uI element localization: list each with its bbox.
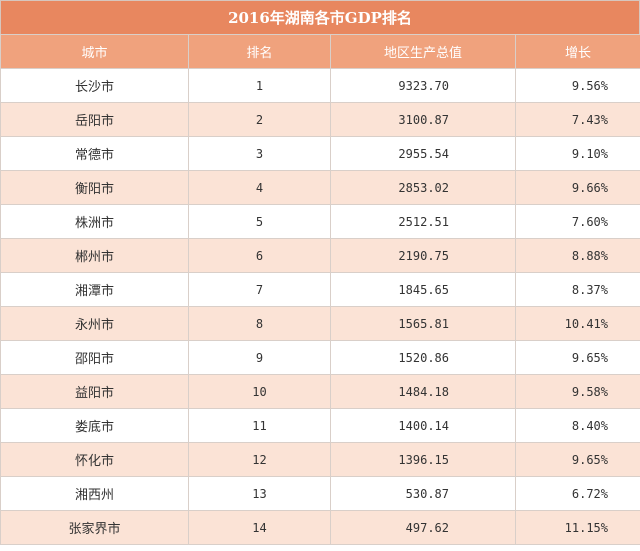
cell-gdp: 1845.65 [330,272,516,307]
cell-growth: 8.40% [515,408,640,443]
cell-gdp: 1484.18 [330,374,516,409]
cell-growth: 9.66% [515,170,640,205]
cell-city: 岳阳市 [0,102,189,137]
table-row: 岳阳市 2 3100.87 7.43% [0,102,640,137]
cell-rank: 7 [188,272,331,307]
cell-rank: 3 [188,136,331,171]
cell-rank: 8 [188,306,331,341]
cell-city: 株洲市 [0,204,189,239]
table-row: 益阳市 10 1484.18 9.58% [0,374,640,409]
cell-growth: 7.60% [515,204,640,239]
cell-gdp: 1400.14 [330,408,516,443]
table-row: 株洲市 5 2512.51 7.60% [0,204,640,239]
header-city: 城市 [0,34,189,69]
cell-rank: 5 [188,204,331,239]
cell-rank: 11 [188,408,331,443]
cell-city: 张家界市 [0,510,189,545]
cell-growth: 11.15% [515,510,640,545]
cell-city: 衡阳市 [0,170,189,205]
table-title: 2016年湖南各市GDP排名 [0,0,640,34]
cell-city: 常德市 [0,136,189,171]
cell-gdp: 2955.54 [330,136,516,171]
cell-city: 娄底市 [0,408,189,443]
cell-gdp: 1565.81 [330,306,516,341]
cell-rank: 13 [188,476,331,511]
table-row: 常德市 3 2955.54 9.10% [0,136,640,171]
cell-gdp: 9323.70 [330,68,516,103]
cell-gdp: 1396.15 [330,442,516,477]
cell-growth: 9.65% [515,442,640,477]
header-gdp: 地区生产总值 [330,34,516,69]
cell-rank: 10 [188,374,331,409]
cell-gdp: 2512.51 [330,204,516,239]
table-row: 永州市 8 1565.81 10.41% [0,306,640,341]
cell-city: 湘潭市 [0,272,189,307]
table-row: 郴州市 6 2190.75 8.88% [0,238,640,273]
table-row: 湘潭市 7 1845.65 8.37% [0,272,640,307]
cell-rank: 1 [188,68,331,103]
header-row: 城市 排名 地区生产总值 增长 [0,34,640,69]
cell-rank: 9 [188,340,331,375]
table-row: 怀化市 12 1396.15 9.65% [0,442,640,477]
cell-city: 郴州市 [0,238,189,273]
header-growth: 增长 [515,34,640,69]
table-row: 衡阳市 4 2853.02 9.66% [0,170,640,205]
cell-growth: 10.41% [515,306,640,341]
cell-gdp: 2853.02 [330,170,516,205]
cell-growth: 9.58% [515,374,640,409]
cell-growth: 9.56% [515,68,640,103]
cell-city: 益阳市 [0,374,189,409]
cell-rank: 6 [188,238,331,273]
cell-growth: 9.10% [515,136,640,171]
cell-city: 长沙市 [0,68,189,103]
table-row: 湘西州 13 530.87 6.72% [0,476,640,511]
cell-city: 永州市 [0,306,189,341]
cell-gdp: 1520.86 [330,340,516,375]
table-row: 娄底市 11 1400.14 8.40% [0,408,640,443]
cell-gdp: 2190.75 [330,238,516,273]
cell-rank: 14 [188,510,331,545]
cell-gdp: 497.62 [330,510,516,545]
cell-rank: 2 [188,102,331,137]
cell-rank: 4 [188,170,331,205]
table-row: 邵阳市 9 1520.86 9.65% [0,340,640,375]
cell-growth: 9.65% [515,340,640,375]
cell-gdp: 530.87 [330,476,516,511]
cell-city: 湘西州 [0,476,189,511]
cell-growth: 8.88% [515,238,640,273]
cell-rank: 12 [188,442,331,477]
cell-growth: 6.72% [515,476,640,511]
cell-gdp: 3100.87 [330,102,516,137]
cell-city: 怀化市 [0,442,189,477]
table-row: 张家界市 14 497.62 11.15% [0,510,640,545]
gdp-table: 城市 排名 地区生产总值 增长 长沙市 1 9323.70 9.56% 岳阳市 2 3100… [0,34,640,545]
table-row: 长沙市 1 9323.70 9.56% [0,68,640,103]
cell-city: 邵阳市 [0,340,189,375]
cell-growth: 7.43% [515,102,640,137]
header-rank: 排名 [188,34,331,69]
cell-growth: 8.37% [515,272,640,307]
